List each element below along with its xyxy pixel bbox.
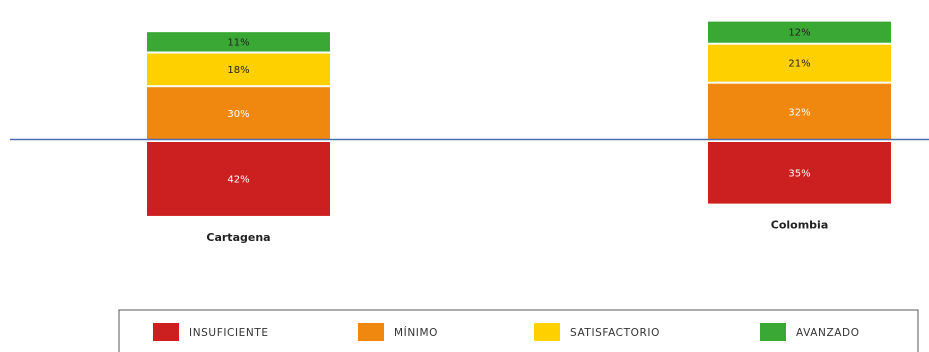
data-label-colombia-satisfactorio: 21%: [788, 59, 810, 70]
data-label-colombia-minimo: 32%: [788, 107, 810, 118]
legend-label-satisfactorio: SATISFACTORIO: [570, 327, 660, 339]
legend-swatch-avanzado: [760, 323, 786, 341]
data-label-cartagena-insuficiente: 42%: [227, 174, 249, 185]
legend-label-minimo: MÍNIMO: [394, 326, 438, 339]
bar-segment-colombia-insuficiente: [708, 142, 891, 204]
legend-swatch-satisfactorio: [534, 323, 560, 341]
data-label-cartagena-satisfactorio: 18%: [227, 65, 249, 76]
bar-segment-cartagena-satisfactorio: [147, 53, 330, 86]
bars-layer: 42% 30% 18% 11% 35% 32% 21% 12%: [147, 21, 891, 216]
data-label-cartagena-minimo: 30%: [227, 109, 249, 120]
bar-segment-cartagena-insuficiente: [147, 142, 330, 216]
bar-segment-colombia-minimo: [708, 83, 891, 140]
bar-segment-colombia-satisfactorio: [708, 44, 891, 82]
legend-label-insuficiente: INSUFICIENTE: [189, 327, 269, 339]
category-label-cartagena: Cartagena: [206, 231, 270, 244]
category-labels: Cartagena Colombia: [206, 219, 828, 244]
data-label-cartagena-avanzado: 11%: [227, 37, 249, 48]
data-label-colombia-avanzado: 12%: [788, 28, 810, 39]
legend-swatch-minimo: [358, 323, 384, 341]
legend-swatch-insuficiente: [153, 323, 179, 341]
data-label-colombia-insuficiente: 35%: [788, 168, 810, 179]
bar-segment-colombia-avanzado: [708, 21, 891, 43]
category-label-colombia: Colombia: [771, 219, 829, 232]
legend-label-avanzado: AVANZADO: [796, 327, 860, 339]
bar-segment-cartagena-minimo: [147, 87, 330, 140]
legend: INSUFICIENTE MÍNIMO SATISFACTORIO AVANZADO: [118, 309, 919, 352]
bar-segment-cartagena-avanzado: [147, 32, 330, 52]
